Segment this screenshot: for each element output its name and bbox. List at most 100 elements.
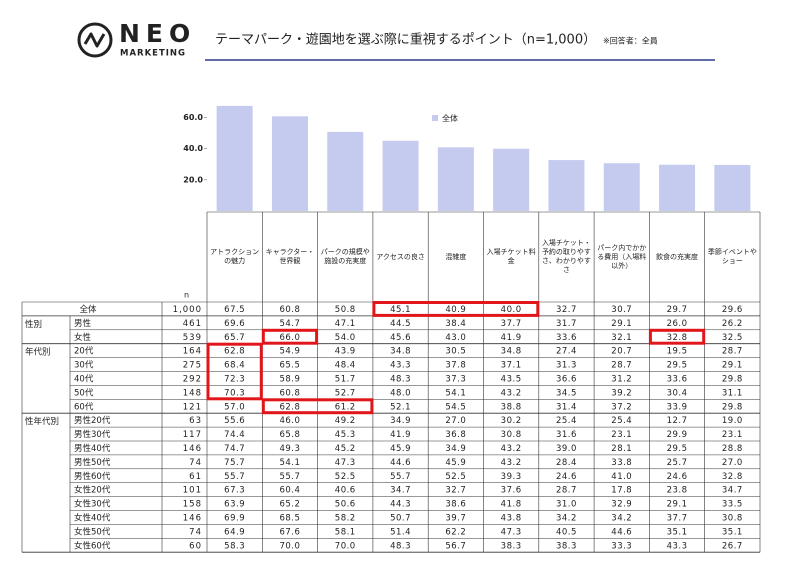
cell: 30.8 xyxy=(722,513,743,523)
cell: 34.5 xyxy=(556,388,577,398)
column-header: 飲食の充実度 xyxy=(656,253,698,261)
row-label: 女性 xyxy=(74,332,92,343)
cell: 28.7 xyxy=(556,486,577,496)
sub-brand: MARKETING xyxy=(120,49,186,59)
bar xyxy=(382,140,419,211)
cell: 33.8 xyxy=(611,458,632,468)
cell: 64.9 xyxy=(224,527,245,537)
cell: 45.9 xyxy=(445,458,466,468)
cell: 70.0 xyxy=(279,541,300,551)
cell: 31.0 xyxy=(556,500,577,510)
row-label: 40代 xyxy=(74,373,94,384)
bar xyxy=(548,160,585,211)
bar xyxy=(327,131,364,211)
cell: 44.5 xyxy=(390,319,411,329)
n-cell: 74 xyxy=(189,527,202,537)
cell: 36.8 xyxy=(445,430,466,440)
cell: 38.8 xyxy=(501,402,522,412)
cell: 66.0 xyxy=(279,333,300,343)
cell: 52.5 xyxy=(335,472,356,482)
column-header-text: パークの規模や施設の充実度 xyxy=(320,248,370,265)
cell: 51.7 xyxy=(335,374,356,384)
n-cell: 164 xyxy=(183,347,202,357)
n-cell: 63 xyxy=(189,416,202,426)
cell: 40.5 xyxy=(556,527,577,537)
cell: 58.3 xyxy=(224,541,245,551)
cell: 55.7 xyxy=(224,472,245,482)
cell: 49.3 xyxy=(279,444,300,454)
cell: 55.6 xyxy=(224,416,245,426)
cell: 52.7 xyxy=(335,388,356,398)
row-label: 30代 xyxy=(74,360,94,371)
cell: 67.5 xyxy=(224,305,245,315)
logo-ring xyxy=(77,22,113,58)
cell: 34.8 xyxy=(501,347,522,357)
cell: 40.0 xyxy=(501,305,522,315)
cell: 62.8 xyxy=(224,347,245,357)
bar xyxy=(493,148,530,211)
row-label: 20代 xyxy=(74,346,94,357)
n-cell: 61 xyxy=(189,472,202,482)
cell: 29.7 xyxy=(667,305,688,315)
cell: 35.1 xyxy=(667,527,688,537)
cell: 60.8 xyxy=(279,305,300,315)
cell: 31.7 xyxy=(556,319,577,329)
cell: 43.3 xyxy=(667,541,688,551)
cell: 19.5 xyxy=(667,347,688,357)
cell: 33.5 xyxy=(722,500,743,510)
n-cell: 292 xyxy=(183,374,202,384)
cell: 60.8 xyxy=(279,388,300,398)
bar xyxy=(216,105,253,211)
row-label: 男性 xyxy=(74,318,92,329)
cell: 68.5 xyxy=(279,513,300,523)
cell: 52.5 xyxy=(445,472,466,482)
cell: 37.1 xyxy=(501,361,522,371)
legend-label: 全体 xyxy=(442,113,458,123)
cell: 54.0 xyxy=(335,333,356,343)
column-header-text: 混雑度 xyxy=(445,252,467,261)
cell: 33.6 xyxy=(667,374,688,384)
row-label: 60代 xyxy=(74,401,94,412)
cell: 28.4 xyxy=(556,458,577,468)
cell: 31.6 xyxy=(556,430,577,440)
cell: 61.2 xyxy=(335,402,356,412)
cell: 31.3 xyxy=(556,361,577,371)
group-label: 性年代別 xyxy=(25,416,59,427)
row-label: 男性60代 xyxy=(74,471,111,482)
cell: 26.0 xyxy=(667,319,688,329)
column-header-text: 入場チケット・予約の取りやすさ、わかりやすさ xyxy=(541,239,591,274)
cell: 31.1 xyxy=(722,388,743,398)
cell: 30.2 xyxy=(501,416,522,426)
cell: 54.5 xyxy=(445,402,466,412)
cell: 47.3 xyxy=(335,458,356,468)
cell: 32.7 xyxy=(445,486,466,496)
cell: 50.6 xyxy=(335,500,356,510)
cell: 23.8 xyxy=(667,486,688,496)
n-cell: 148 xyxy=(183,388,202,398)
column-header: キャラクター・世界観 xyxy=(265,248,315,265)
bar xyxy=(271,116,308,211)
cell: 34.8 xyxy=(390,347,411,357)
cell: 37.7 xyxy=(501,319,522,329)
cell: 36.6 xyxy=(556,374,577,384)
n-cell: 146 xyxy=(183,444,202,454)
cell: 12.7 xyxy=(667,416,688,426)
n-cell: 146 xyxy=(183,513,202,523)
cell: 69.9 xyxy=(224,513,245,523)
cell: 54.7 xyxy=(279,319,300,329)
cell: 29.1 xyxy=(611,319,632,329)
column-header-text: キャラクター・世界観 xyxy=(265,248,315,265)
cell: 34.7 xyxy=(390,486,411,496)
cell: 41.0 xyxy=(611,472,632,482)
group-label: 年代別 xyxy=(25,347,51,358)
row-label: 女性60代 xyxy=(74,540,111,551)
column-header-text: 入場チケット料金 xyxy=(486,248,536,265)
cell: 70.3 xyxy=(224,388,245,398)
column-header: 入場チケット・予約の取りやすさ、わかりやすさ xyxy=(541,239,591,274)
column-header-text: アクセスの良さ xyxy=(376,252,425,261)
cell: 58.1 xyxy=(335,527,356,537)
cell: 30.5 xyxy=(445,347,466,357)
cell: 43.2 xyxy=(501,458,522,468)
cell: 45.2 xyxy=(335,444,356,454)
